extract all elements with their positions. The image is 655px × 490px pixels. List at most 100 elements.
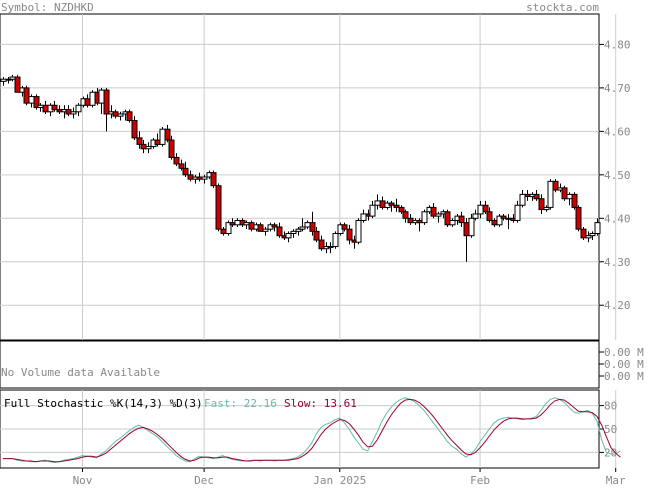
candle-body-down [210,172,217,187]
candle-body-down [271,224,278,228]
candle-body-up [547,180,554,208]
candle-body-up [299,226,306,230]
price-tick-label: 4.40 [604,212,631,225]
candle-body-down [346,228,353,241]
candle-body-up [468,217,475,237]
price-tick-label: 4.50 [604,169,631,182]
candle-body-down [580,228,587,239]
candle-body-up [519,193,526,206]
candle-body-up [117,113,124,117]
candle-body-down [42,104,49,113]
x-tick-label: Mar [606,474,626,486]
candle-body-up [566,193,573,200]
candle-body-down [220,228,227,235]
candle-body-down [430,206,437,217]
price-tick-label: 4.80 [604,38,631,51]
candle-body-up [98,89,105,104]
candle-body-up [290,230,297,235]
candle-body-down [112,111,119,117]
candle-body-down [458,215,465,224]
candle-body-down [309,222,316,232]
candle-body-up [304,222,311,228]
candle-body-down [398,206,405,213]
candle-body-down [402,211,409,219]
candle-body-down [257,224,264,232]
x-tick-label: Jan 2025 [313,474,366,486]
stochastic-line-fast [3,397,621,464]
candle-body-up [145,146,152,150]
candle-body-down [84,98,91,106]
symbol-label: Symbol: NZDHKD [1,1,94,14]
candle-body-down [131,119,138,139]
candle-body-down [575,206,582,230]
candle-body-down [51,104,58,111]
candle-body-down [318,239,325,250]
candle-body-up [159,128,166,145]
candle-body-down [229,222,236,226]
candle-body-up [28,96,35,104]
candle-body-up [285,233,292,239]
x-axis-labels: Nov Dec Jan 2025 Feb Mar [73,468,626,487]
candle-body-down [313,230,320,241]
candle-body-down [178,163,185,169]
candle-body-down [341,224,348,230]
candle-body-up [449,219,456,226]
candle-body-up [327,246,334,249]
candle-body-down [136,137,143,145]
candle-body-down [463,222,470,237]
candle-body-down [486,211,493,221]
candle-body-up [472,213,479,219]
price-tick-label: 4.70 [604,82,631,95]
candle-body-down [407,217,414,224]
candle-body-down [65,109,72,115]
candle-body-up [0,78,7,82]
price-axis-labels: 4.80 4.70 4.60 4.50 4.40 4.30 4.20 [599,38,631,312]
candle-body-down [491,219,498,226]
price-tick-label: 4.60 [604,125,631,138]
stochastic-tick-label: 20 [604,446,617,459]
candle-body-up [355,219,362,243]
stochastic-fast-label: Fast: 22.16 [204,397,277,410]
price-tick-label: 4.20 [604,299,631,312]
candle-body-down [173,156,180,165]
candle-body-down [140,143,147,150]
no-volume-message: No Volume data Available [1,366,160,379]
candle-body-down [33,96,40,108]
candle-body-down [552,180,559,191]
stochastic-lines [3,397,621,464]
x-tick-label: Dec [194,474,214,486]
price-grid [0,14,617,340]
candle-body-up [201,176,208,180]
candle-body-down [533,193,540,200]
candle-body-down [215,185,222,230]
candle-body-down [23,87,30,104]
candle-body-down [14,76,21,93]
candle-body-down [571,193,578,208]
x-tick-label: Nov [73,474,93,486]
candle-body-up [514,204,521,221]
volume-axis-label-3: 0.00 M [604,370,644,383]
candle-body-up [505,217,512,220]
candle-body-down [154,139,161,145]
candle-body-down [182,167,189,176]
candle-body-down [56,109,63,113]
candle-body-up [75,104,82,113]
candle-body-up [594,222,601,235]
candle-body-up [89,91,96,106]
candle-body-down [276,226,283,237]
candle-body-down [388,202,395,206]
stochastic-title: Full Stochastic %K(14,3) %D(3) [4,397,203,410]
candle-body-up [477,204,484,215]
candle-body-down [248,222,255,230]
stochastic-slow-label: Slow: 13.61 [284,397,357,410]
volume-axis-label-2: 0.00 M [604,358,644,371]
candle-body-up [435,213,442,217]
candle-body-down [168,139,175,158]
candle-body-down [393,204,400,208]
stochastic-line-slow [3,398,621,463]
candle-body-up [369,204,376,217]
candle-body-up [496,215,503,226]
x-tick-label: Feb [470,474,490,486]
